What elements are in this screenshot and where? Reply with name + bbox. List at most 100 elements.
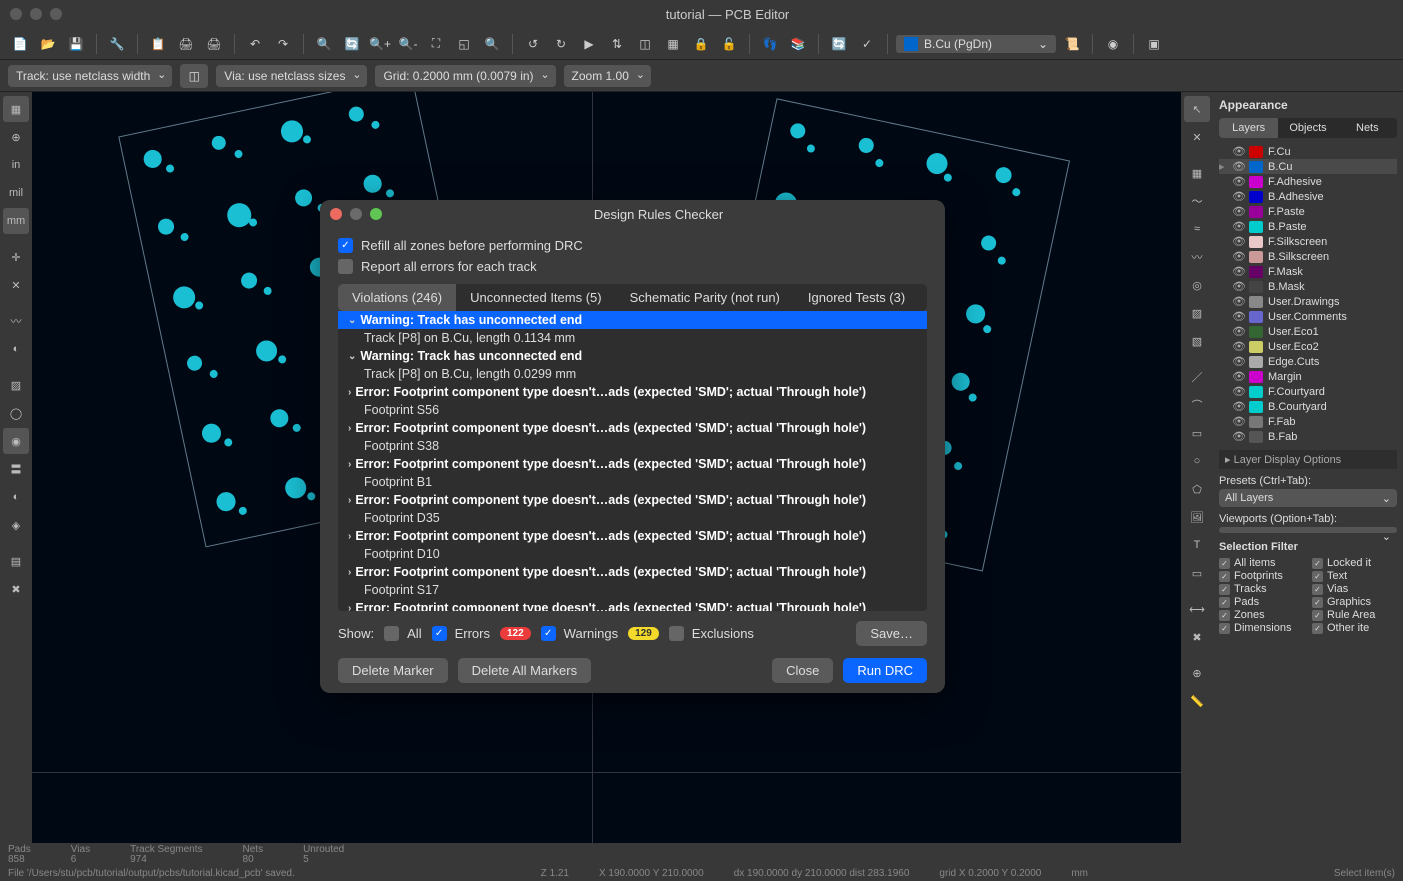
via-size-dropdown[interactable]: Via: use netclass sizes — [216, 65, 367, 87]
layer-display-options[interactable]: ▸ Layer Display Options — [1219, 450, 1397, 469]
refresh-icon[interactable]: 🔄 — [340, 32, 364, 56]
visibility-icon[interactable]: 👁 — [1232, 175, 1244, 188]
violation-header[interactable]: › Error: Footprint component type doesn'… — [338, 527, 927, 545]
add-zone-icon[interactable]: ▨ — [1184, 300, 1210, 326]
visibility-icon[interactable]: 👁 — [1232, 415, 1244, 428]
zoom-out-icon[interactable]: 🔍- — [396, 32, 420, 56]
units-in-icon[interactable]: in — [3, 152, 29, 178]
add-via-icon[interactable]: ◎ — [1184, 272, 1210, 298]
plot-icon[interactable]: 🖨 — [202, 32, 226, 56]
drc-icon[interactable]: ✓ — [855, 32, 879, 56]
units-mil-icon[interactable]: mil — [3, 180, 29, 206]
layer-row[interactable]: 👁Margin — [1219, 369, 1397, 384]
violation-header[interactable]: › Error: Footprint component type doesn'… — [338, 419, 927, 437]
visibility-icon[interactable]: 👁 — [1232, 430, 1244, 443]
dialog-tab[interactable]: Ignored Tests (3) — [794, 284, 919, 311]
layer-row[interactable]: 👁B.Mask — [1219, 279, 1397, 294]
contrast-icon[interactable]: ◐ — [3, 484, 29, 510]
find-icon[interactable]: 🔍 — [312, 32, 336, 56]
visibility-icon[interactable]: 👁 — [1232, 145, 1244, 158]
zoom-tool-icon[interactable]: 🔍 — [480, 32, 504, 56]
dialog-tab[interactable]: Unconnected Items (5) — [456, 284, 616, 311]
appearance-tab-objects[interactable]: Objects — [1278, 118, 1337, 138]
visibility-icon[interactable]: 👁 — [1232, 265, 1244, 278]
set-origin-icon[interactable]: ⊕ — [1184, 660, 1210, 686]
add-dimension-icon[interactable]: ⟷ — [1184, 596, 1210, 622]
dialog-maximize-icon[interactable] — [370, 208, 382, 220]
selection-filter-item[interactable]: ✓Pads — [1219, 596, 1304, 608]
delete-all-markers-button[interactable]: Delete All Markers — [458, 658, 591, 683]
zoom-selection-icon[interactable]: ◱ — [452, 32, 476, 56]
page-settings-icon[interactable]: 📋 — [146, 32, 170, 56]
zone-display-icon[interactable]: ▨ — [3, 372, 29, 398]
flip-h-icon[interactable]: ▶ — [577, 32, 601, 56]
visibility-icon[interactable]: 👁 — [1232, 205, 1244, 218]
draw-line-icon[interactable]: ／ — [1184, 364, 1210, 390]
appearance-tab-layers[interactable]: Layers — [1219, 118, 1278, 138]
draw-rect-icon[interactable]: ▭ — [1184, 420, 1210, 446]
layer-row[interactable]: 👁F.Silkscreen — [1219, 234, 1397, 249]
violation-detail[interactable]: Footprint B1 — [338, 473, 927, 491]
violation-header[interactable]: › Error: Footprint component type doesn'… — [338, 563, 927, 581]
violation-detail[interactable]: Footprint S56 — [338, 401, 927, 419]
rotate-cw-icon[interactable]: ↻ — [549, 32, 573, 56]
dialog-close-icon[interactable] — [330, 208, 342, 220]
violation-header[interactable]: › Error: Footprint component type doesn'… — [338, 455, 927, 473]
properties-icon[interactable]: ✖ — [3, 576, 29, 602]
visibility-icon[interactable]: 👁 — [1232, 280, 1244, 293]
violation-detail[interactable]: Footprint D10 — [338, 545, 927, 563]
layer-row[interactable]: 👁User.Eco1 — [1219, 324, 1397, 339]
violation-detail[interactable]: Footprint S38 — [338, 437, 927, 455]
grid-dropdown[interactable]: Grid: 0.2000 mm (0.0079 in) — [375, 65, 555, 87]
layer-row[interactable]: 👁B.Adhesive — [1219, 189, 1397, 204]
print-icon[interactable]: 🖨 — [174, 32, 198, 56]
layer-row[interactable]: 👁F.Courtyard — [1219, 384, 1397, 399]
selection-filter-item[interactable]: ✓Footprints — [1219, 570, 1304, 582]
visibility-icon[interactable]: 👁 — [1232, 235, 1244, 248]
presets-dropdown[interactable]: All Layers — [1219, 489, 1397, 507]
new-icon[interactable]: 📄 — [8, 32, 32, 56]
zoom-fit-icon[interactable]: ⛶ — [424, 32, 448, 56]
route-track-icon[interactable]: 〜 — [1184, 188, 1210, 214]
add-textbox-icon[interactable]: ▭ — [1184, 560, 1210, 586]
measure-icon[interactable]: 📏 — [1184, 688, 1210, 714]
zoom-dropdown[interactable]: Zoom 1.00 — [564, 65, 651, 87]
mirror-icon[interactable]: ◫ — [633, 32, 657, 56]
redo-icon[interactable]: ↷ — [271, 32, 295, 56]
track-edit-icon[interactable]: ◫ — [180, 64, 208, 88]
layer-row[interactable]: 👁User.Eco2 — [1219, 339, 1397, 354]
curved-ratsnest-icon[interactable]: 〰 — [3, 308, 29, 334]
layer-row[interactable]: 👁B.Fab — [1219, 429, 1397, 444]
visibility-icon[interactable]: 👁 — [1232, 400, 1244, 413]
violation-header[interactable]: ⌄ Warning: Track has unconnected end — [338, 311, 927, 329]
visibility-icon[interactable]: 👁 — [1232, 190, 1244, 203]
board-setup-icon[interactable]: 🔧 — [105, 32, 129, 56]
violation-header[interactable]: › Error: Footprint component type doesn'… — [338, 491, 927, 509]
layer-list[interactable]: 👁F.Cu▸👁B.Cu👁F.Adhesive👁B.Adhesive👁F.Past… — [1219, 144, 1397, 444]
selection-filter-item[interactable]: ✓Vias — [1312, 583, 1397, 595]
delete-marker-button[interactable]: Delete Marker — [338, 658, 448, 683]
ratsnest-icon[interactable]: ✕ — [3, 272, 29, 298]
close-icon[interactable] — [10, 8, 22, 20]
visibility-icon[interactable]: 👁 — [1232, 325, 1244, 338]
save-icon[interactable]: 💾 — [64, 32, 88, 56]
selection-filter-item[interactable]: ✓Locked it — [1312, 557, 1397, 569]
lock-icon[interactable]: 🔒 — [689, 32, 713, 56]
add-rule-area-icon[interactable]: ▧ — [1184, 328, 1210, 354]
footprint-editor-icon[interactable]: 👣 — [758, 32, 782, 56]
viewports-dropdown[interactable] — [1219, 527, 1397, 533]
grid-display-icon[interactable]: ▦ — [3, 96, 29, 122]
add-image-icon[interactable]: 🖼 — [1184, 504, 1210, 530]
violation-detail[interactable]: Track [P8] on B.Cu, length 0.0299 mm — [338, 365, 927, 383]
track-width-dropdown[interactable]: Track: use netclass width — [8, 65, 172, 87]
close-button[interactable]: Close — [772, 658, 833, 683]
polar-coords-icon[interactable]: ⊕ — [3, 124, 29, 150]
run-drc-button[interactable]: Run DRC — [843, 658, 927, 683]
delete-icon[interactable]: ✖ — [1184, 624, 1210, 650]
scripting-icon[interactable]: 📜 — [1060, 32, 1084, 56]
layer-row[interactable]: 👁B.Paste — [1219, 219, 1397, 234]
net-inspector-icon[interactable]: ◈ — [3, 512, 29, 538]
visibility-icon[interactable]: 👁 — [1232, 310, 1244, 323]
update-from-schematic-icon[interactable]: 🔄 — [827, 32, 851, 56]
dialog-minimize-icon[interactable] — [350, 208, 362, 220]
